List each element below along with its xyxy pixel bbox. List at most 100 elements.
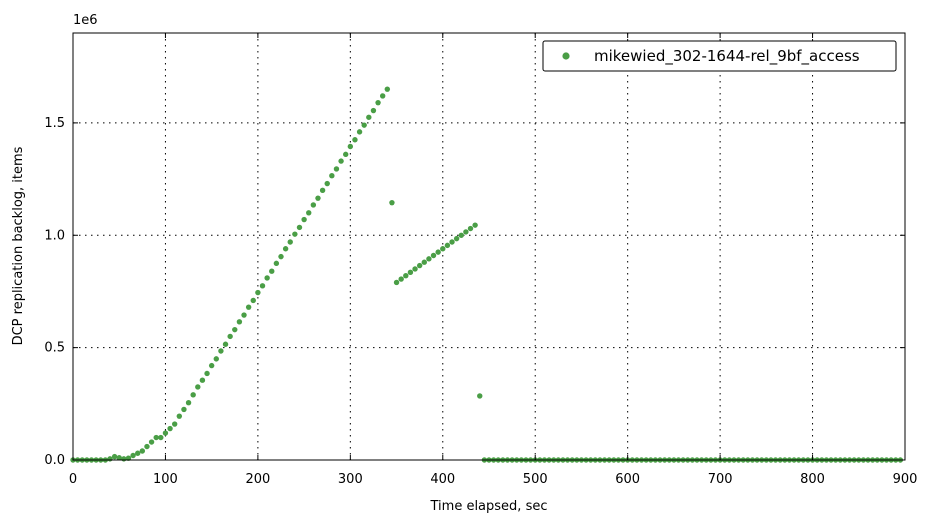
data-point [472,222,478,228]
data-point [403,273,409,279]
x-tick-label: 200 [245,472,270,487]
data-point [458,232,464,238]
data-point [107,456,113,462]
data-point [338,158,344,164]
x-tick-label: 800 [800,472,825,487]
legend-entry-label: mikewied_302-1644-rel_9bf_access [594,47,860,66]
data-point [158,434,164,441]
data-point [296,224,303,231]
data-point [278,253,284,260]
y-axis-label: DCP replication backlog, items [11,146,26,345]
data-point [213,356,219,362]
data-point [315,195,321,201]
data-point [375,99,381,106]
y-tick-label: 1.5 [44,116,65,131]
data-point [269,268,275,274]
data-point [440,246,446,252]
data-point [324,180,330,187]
data-point [333,166,340,172]
y-tick-labels: 0.0 0.5 1.0 1.5 [44,116,65,468]
data-point [389,199,395,206]
data-point [176,413,183,419]
legend-box [542,40,897,72]
data-point [444,242,451,249]
plot-frame [72,32,906,461]
data-point [356,129,363,135]
data-point [208,362,215,369]
data-point [227,333,233,340]
data-point [421,259,427,265]
data-point [259,283,266,289]
data-point [477,393,483,399]
data-point [135,450,141,456]
x-tick-label: 500 [523,472,548,487]
data-point [453,235,460,242]
data-point [264,275,270,281]
x-tick-label: 300 [338,472,363,487]
data-point [171,421,178,427]
data-point [218,348,224,354]
data-point [319,187,326,194]
data-point [181,406,187,413]
data-point [232,326,238,333]
axis-ticks [72,33,906,461]
data-point [121,456,127,462]
data-point [236,319,243,325]
data-point [148,439,155,445]
data-point [306,210,312,216]
x-tick-label: 700 [708,472,733,487]
data-point [430,252,437,259]
y-tick-label: 0.0 [44,453,65,468]
data-point [407,269,414,276]
data-point [167,425,173,432]
y-offset-label: 1e6 [73,13,98,28]
data-point [282,246,289,252]
x-tick-label: 400 [430,472,455,487]
data-point [204,370,210,377]
legend: mikewied_302-1644-rel_9bf_access [542,40,897,72]
data-point [139,448,146,454]
data-point [370,107,377,114]
data-point [245,304,252,310]
data-point [162,430,169,436]
x-tick-label: 100 [153,472,178,487]
x-tick-label: 600 [615,472,640,487]
x-tick-label: 900 [893,472,918,487]
data-points [70,86,904,463]
data-point [398,276,404,282]
data-point [310,202,317,208]
data-point [361,122,367,128]
data-point [435,249,441,255]
data-point [426,256,432,262]
data-point [292,231,298,237]
y-tick-label: 1.0 [44,228,65,243]
data-point [416,262,423,269]
data-point [463,229,469,235]
data-point [241,312,247,318]
data-point [412,266,418,272]
data-point [393,279,400,286]
y-tick-label: 0.5 [44,341,65,356]
data-point [384,86,391,92]
x-tick-labels: 0 100 200 300 400 500 600 700 800 900 [69,472,918,487]
data-point [250,297,256,304]
legend-marker [562,52,570,60]
data-point [116,455,122,461]
data-point [111,453,118,460]
data-point [153,434,159,441]
data-point [255,289,261,296]
data-point [352,137,358,143]
data-point [199,377,206,383]
data-point [379,93,386,99]
data-point [449,239,455,245]
data-point [343,151,349,158]
data-point [287,239,293,245]
data-point [190,392,196,398]
data-point [366,114,372,120]
x-tick-label: 0 [69,472,77,487]
x-axis-label: Time elapsed, sec [430,499,548,514]
data-point [222,341,229,347]
data-point [329,173,335,179]
data-point [301,216,307,223]
